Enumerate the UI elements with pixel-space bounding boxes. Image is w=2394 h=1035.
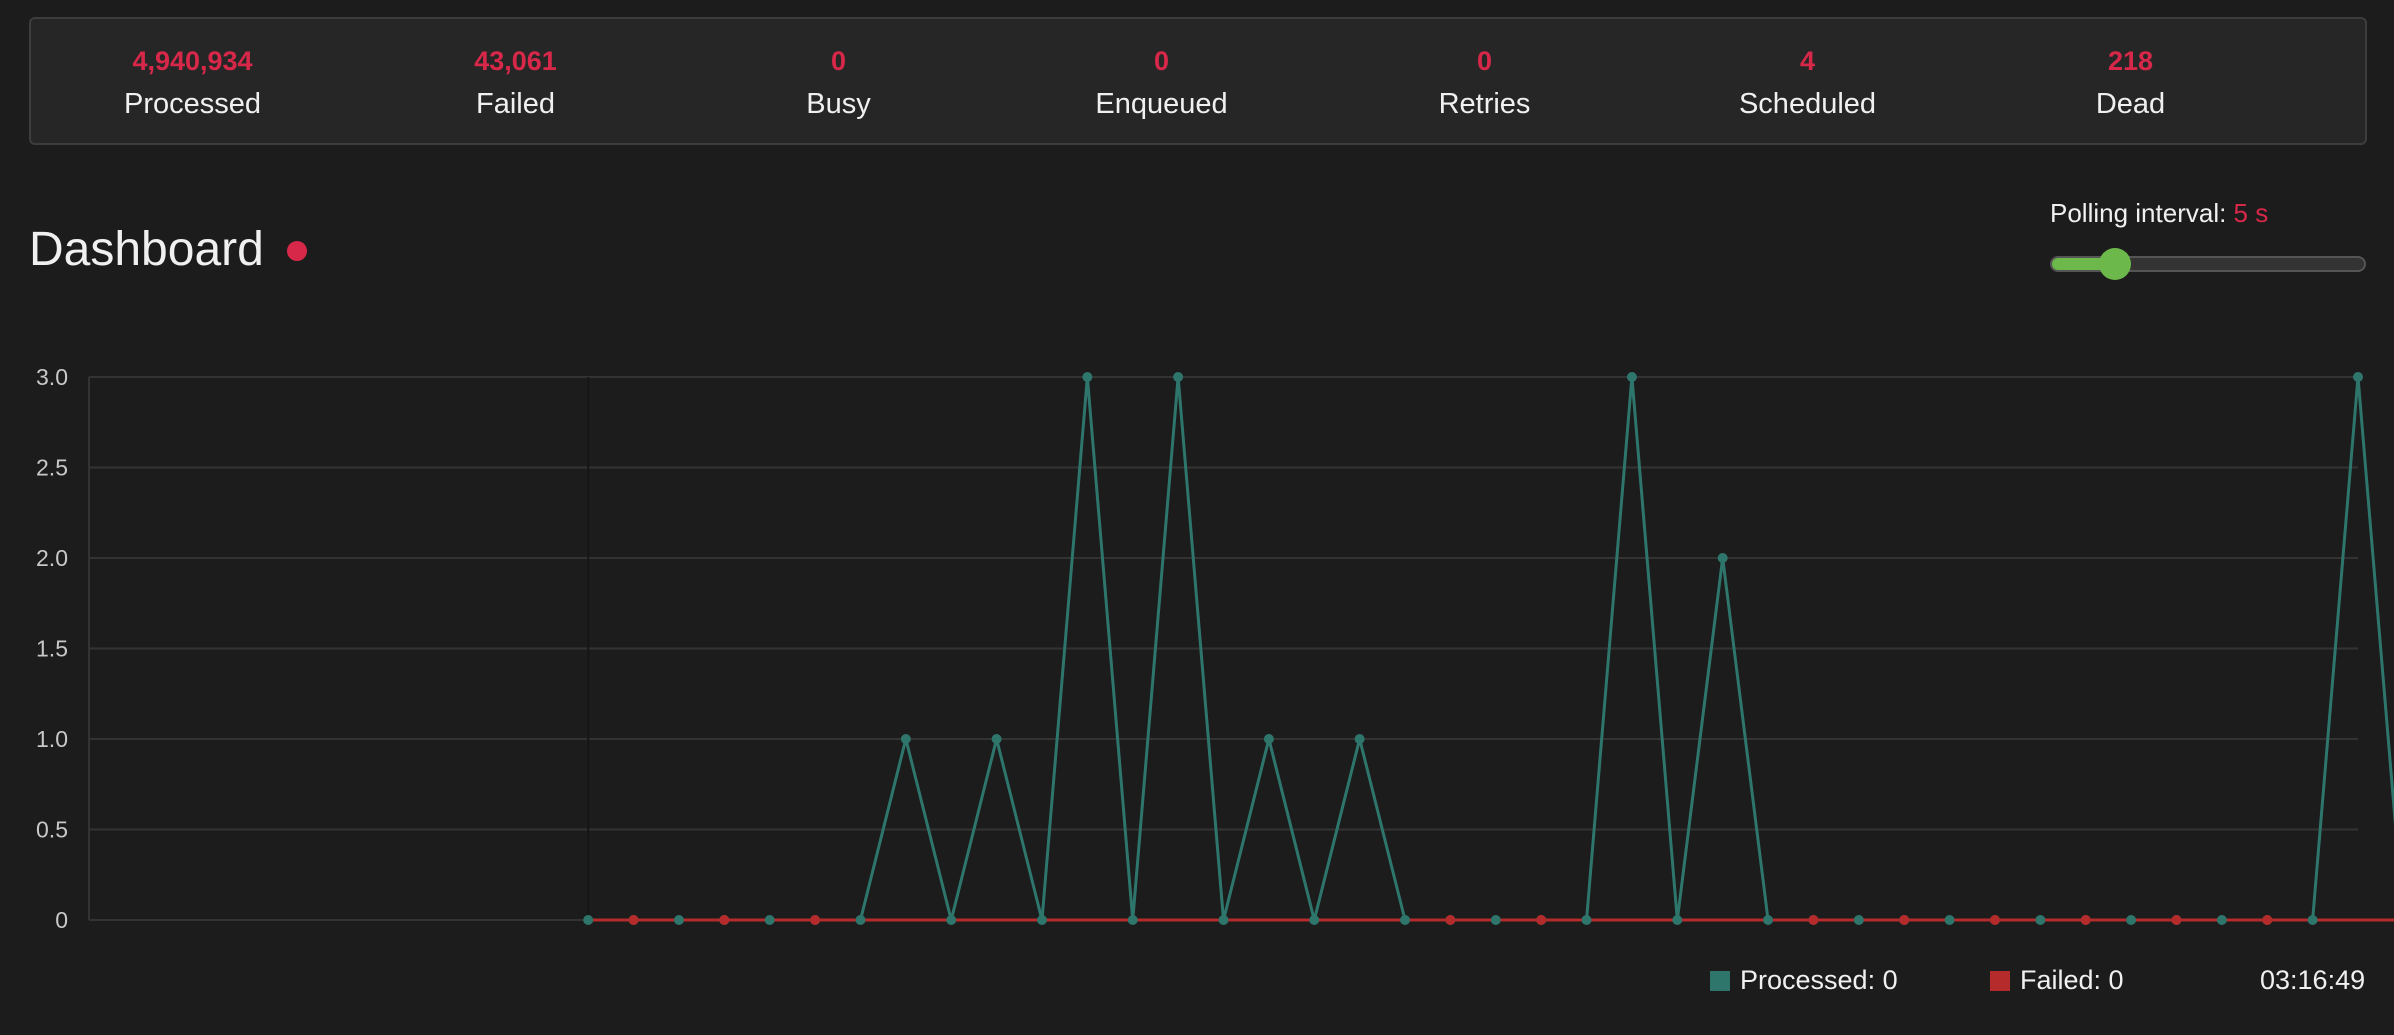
data-point-processed [1354, 734, 1365, 744]
stat-label: Retries [1438, 88, 1531, 120]
y-tick-label: 1.0 [36, 726, 68, 752]
data-point-processed [2216, 915, 2227, 925]
data-point-processed [2353, 372, 2363, 382]
data-point-processed [2126, 915, 2137, 925]
y-tick-label: 1.5 [36, 636, 68, 662]
data-point-processed [1082, 372, 1093, 382]
legend-failed-label: Failed: 0 [2020, 965, 2124, 995]
stat-label: Processed [123, 88, 261, 120]
data-point-processed [1400, 915, 1411, 925]
failed-swatch [1990, 970, 2010, 991]
stat-value: 43,061 [474, 46, 557, 76]
data-point-processed [673, 915, 684, 925]
stat-scheduled[interactable]: 4 Scheduled [1646, 19, 1969, 143]
data-point-processed [1036, 915, 1047, 925]
data-point-failed [1989, 915, 2000, 925]
data-point-processed [1944, 915, 1955, 925]
stat-retries[interactable]: 0 Retries [1323, 19, 1646, 143]
stat-dead[interactable]: 218 Dead [1969, 19, 2292, 143]
data-point-processed [1263, 734, 1274, 744]
y-tick-label: 0 [55, 907, 68, 933]
stats-bar: 4,940,934 Processed 43,061 Failed 0 Busy… [29, 17, 2367, 145]
stat-value: 0 [830, 46, 847, 76]
data-point-processed [855, 915, 866, 925]
data-point-processed [1853, 915, 1864, 925]
stat-label: Busy [806, 88, 871, 120]
stat-value: 4,940,934 [132, 46, 253, 76]
stat-enqueued[interactable]: 0 Enqueued [1000, 19, 1323, 143]
polling-interval-text: Polling interval: [2050, 198, 2227, 228]
data-point-processed [2307, 915, 2318, 925]
data-point-failed [719, 915, 730, 925]
stat-value: 0 [1153, 46, 1170, 76]
data-point-processed [991, 734, 1002, 744]
polling-interval-slider[interactable] [2050, 248, 2366, 280]
stat-value: 4 [1799, 46, 1816, 76]
data-point-failed [1808, 915, 1819, 925]
realtime-chart: 0 0.5 1.0 1.5 2.0 2.5 3.0 [36, 364, 2394, 933]
stat-label: Dead [2095, 88, 2166, 120]
data-point-failed [2080, 915, 2091, 925]
data-point-processed [1581, 915, 1592, 925]
stat-failed[interactable]: 43,061 Failed [354, 19, 677, 143]
stat-value: 218 [2107, 46, 2154, 76]
data-point-processed [1218, 915, 1229, 925]
stat-processed[interactable]: 4,940,934 Processed [31, 19, 354, 143]
stat-busy[interactable]: 0 Busy [677, 19, 1000, 143]
data-point-processed [1309, 915, 1320, 925]
legend-failed[interactable]: Failed: 0 [1990, 967, 2124, 994]
slider-handle[interactable] [2099, 248, 2132, 280]
data-point-failed [1899, 915, 1910, 925]
y-tick-label: 0.5 [36, 817, 68, 843]
data-point-processed [1173, 372, 1184, 382]
data-point-processed [1672, 915, 1683, 925]
data-point-failed [810, 915, 821, 925]
legend-processed-label: Processed: 0 [1740, 965, 1898, 995]
processed-swatch [1710, 970, 1730, 991]
live-indicator-dot [287, 241, 307, 261]
data-point-processed [900, 734, 911, 744]
stat-label: Scheduled [1738, 88, 1877, 120]
data-point-processed [1717, 553, 1728, 563]
data-point-failed [1536, 915, 1547, 925]
stat-label: Failed [476, 88, 555, 120]
data-point-failed [2262, 915, 2273, 925]
stat-label: Enqueued [1095, 88, 1228, 120]
data-point-processed [946, 915, 957, 925]
data-point-processed [1490, 915, 1501, 925]
data-point-processed [2035, 915, 2046, 925]
polling-interval-label: Polling interval: 5 s [2050, 200, 2268, 226]
data-point-processed [1127, 915, 1138, 925]
data-point-failed [1445, 915, 1456, 925]
data-point-processed [1763, 915, 1774, 925]
data-point-processed [583, 915, 594, 925]
data-point-failed [2171, 915, 2182, 925]
polling-interval-value: 5 s [2233, 198, 2269, 228]
y-tick-label: 2.5 [36, 455, 68, 481]
y-tick-label: 3.0 [36, 364, 68, 390]
stat-value: 0 [1476, 46, 1493, 76]
page-title: Dashboard [29, 223, 264, 276]
y-tick-label: 2.0 [36, 545, 68, 571]
data-point-processed [1626, 372, 1637, 382]
legend-processed[interactable]: Processed: 0 [1710, 967, 1898, 994]
data-point-processed [764, 915, 775, 925]
data-point-failed [628, 915, 639, 925]
chart-time-label: 03:16:49 [2260, 965, 2366, 995]
